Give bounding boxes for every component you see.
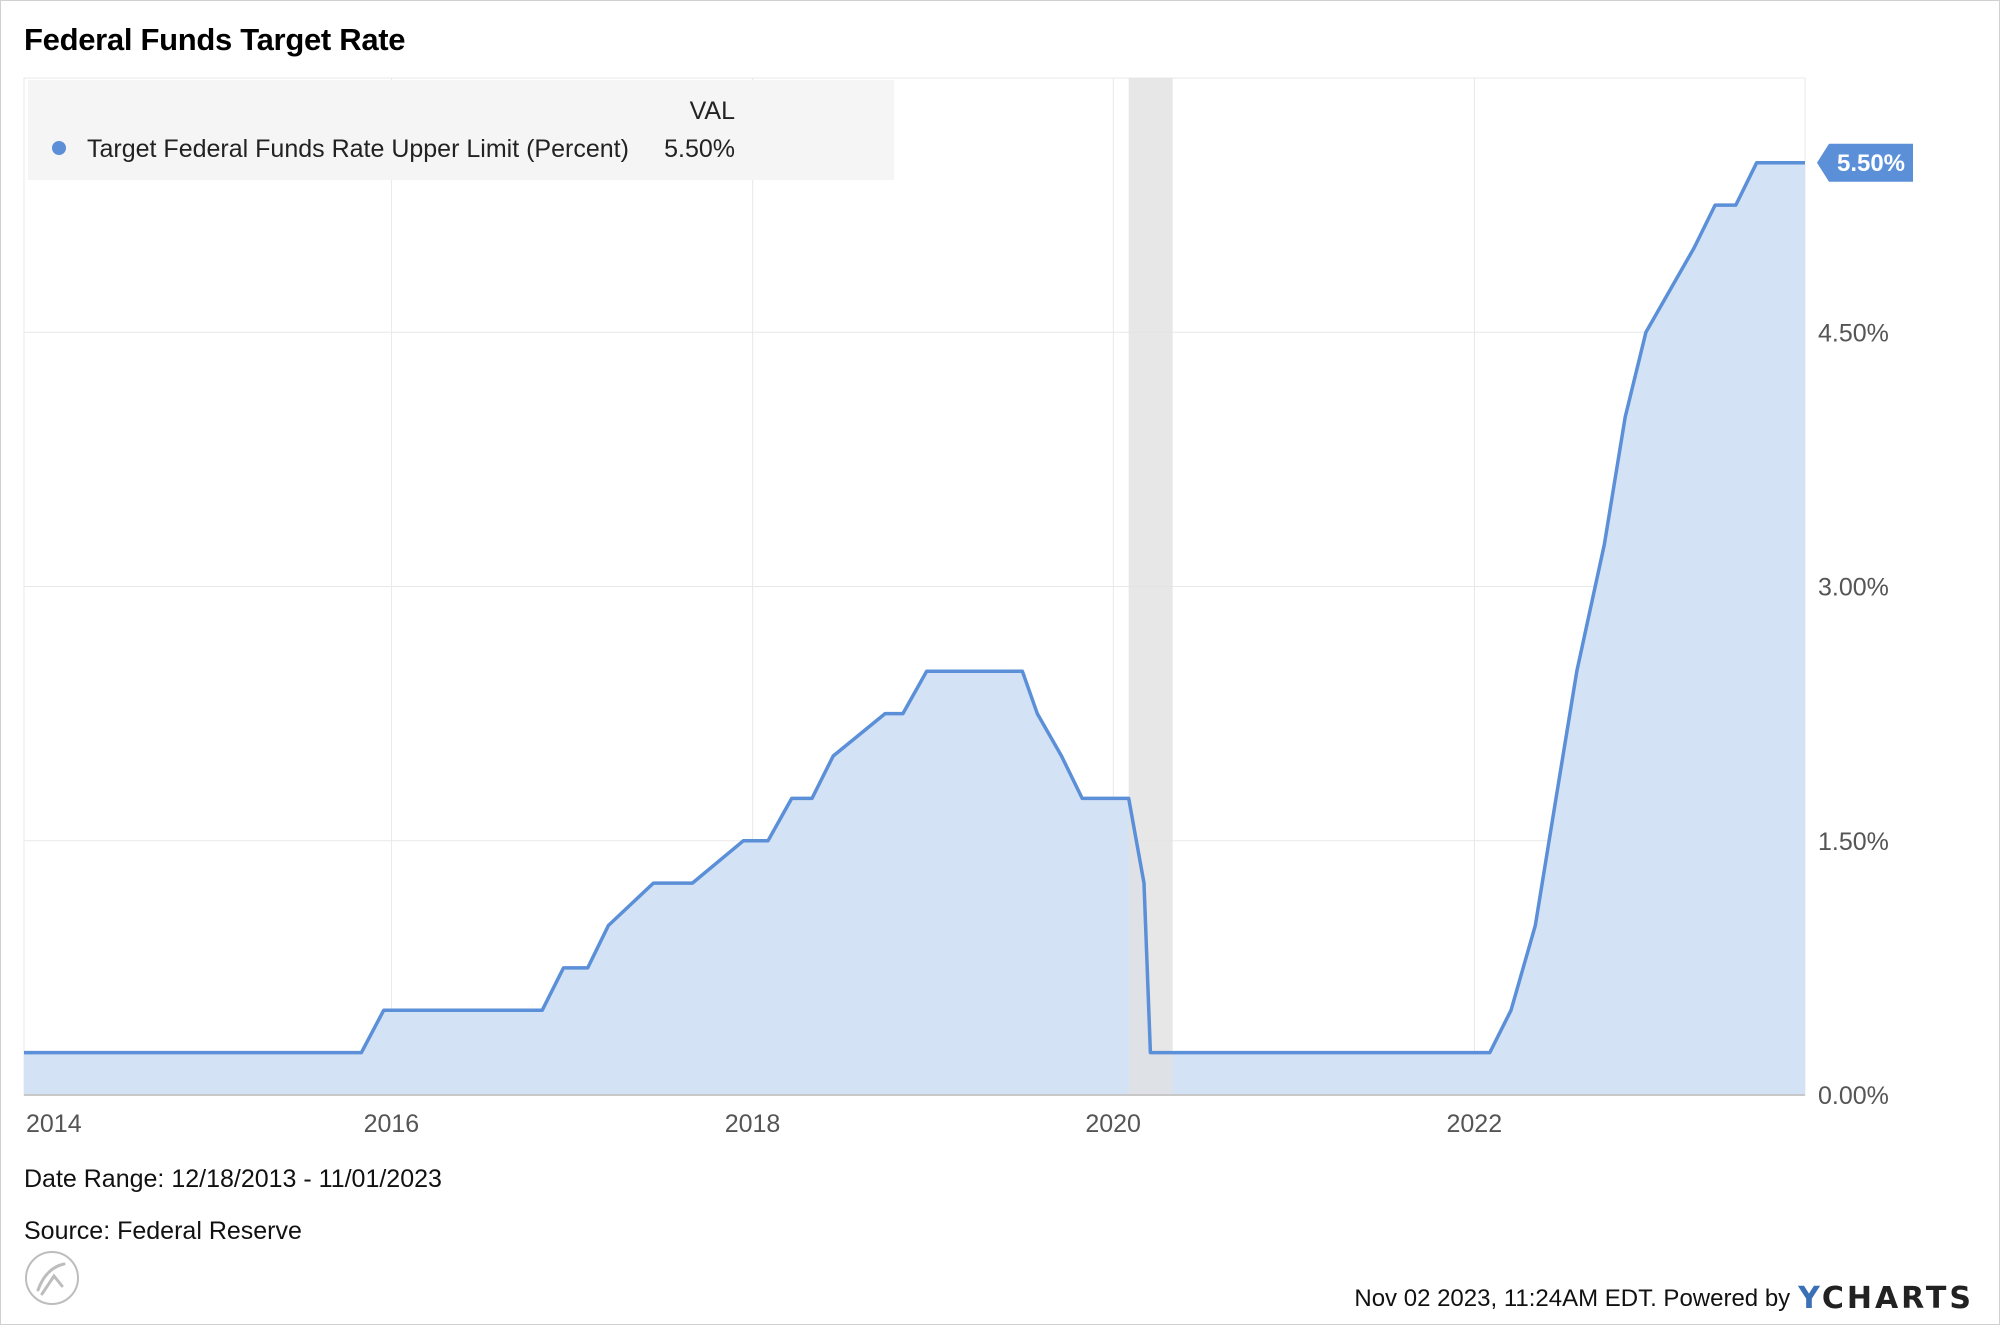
x-tick-label: 2022 [1446,1110,1502,1138]
ycharts-brand[interactable]: YCHARTS [1798,1281,1974,1316]
legend-series-label: Target Federal Funds Rate Upper Limit (P… [87,135,629,163]
x-tick-label: 2016 [364,1110,420,1138]
series-line [24,161,1805,1055]
legend-series-value: 5.50% [664,135,735,163]
x-tick-label: 2020 [1085,1110,1141,1138]
source-note: Source: Federal Reserve [24,1217,302,1245]
timestamp-credit: Nov 02 2023, 11:24AM EDT. Powered by YCH… [1354,1281,1974,1316]
date-range: Date Range: 12/18/2013 - 11/01/2023 [24,1165,442,1193]
x-tick-label: 2014 [26,1110,82,1138]
y-tick-label: 4.50% [1818,319,1889,347]
ycharts-circle-logo-icon [25,1251,79,1305]
end-value-tag [1817,143,1913,182]
legend-box [28,80,894,180]
series-area [24,162,1805,1096]
brand-rest: CHARTS [1821,1281,1974,1316]
end-value-label: 5.50% [1837,150,1905,177]
y-tick-label: 3.00% [1818,574,1889,602]
brand-y: Y [1798,1281,1822,1316]
y-tick-label: 1.50% [1818,828,1889,856]
y-tick-label: 0.00% [1818,1082,1889,1110]
x-tick-label: 2018 [725,1110,781,1138]
legend-header: VAL [690,97,735,125]
legend-series-dot [52,141,66,155]
chart-title: Federal Funds Target Rate [24,22,406,57]
recession-band [1128,78,1173,1095]
timestamp-text: Nov 02 2023, 11:24AM EDT. Powered by [1354,1284,1791,1312]
